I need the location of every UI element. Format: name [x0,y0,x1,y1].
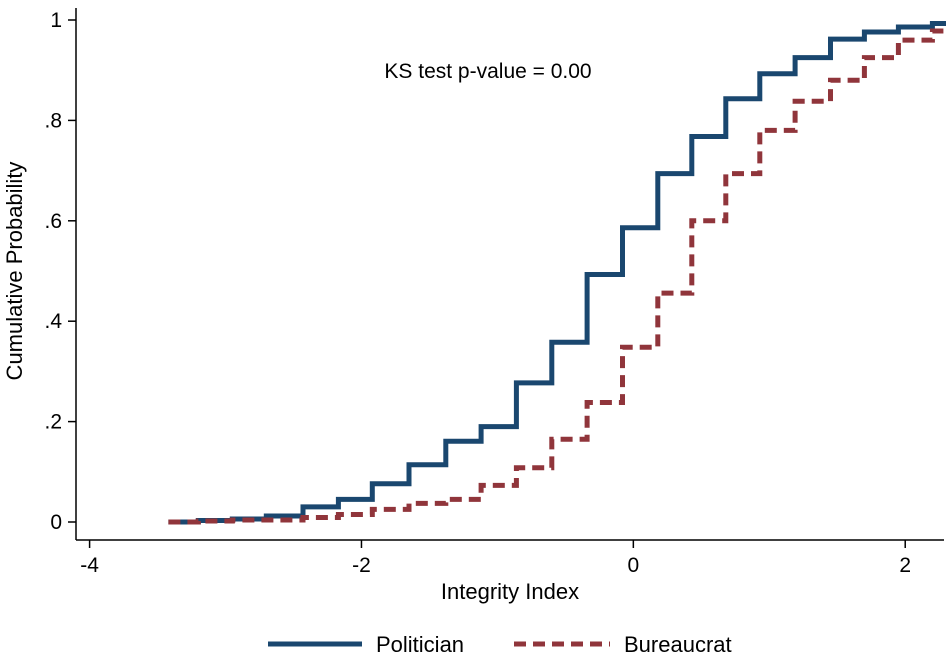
y-tick-label: .6 [44,210,62,233]
series-layer [168,21,946,525]
x-tick-label: 2 [899,554,911,577]
legend-label-bureaucrat: Bureaucrat [624,632,732,657]
x-tick-label: -2 [352,554,371,577]
y-axis-label: Cumulative Probability [2,162,27,381]
x-tick-label: 0 [628,554,640,577]
y-tick-label: 1 [50,9,62,32]
x-axis-label: Integrity Index [441,579,579,604]
legend-label-politician: Politician [376,632,464,657]
y-tick-label: .2 [44,411,62,434]
ks-test-annotation: KS test p-value = 0.00 [384,60,591,83]
series-line-politician [168,21,946,525]
y-tick-label: 0 [50,511,62,534]
y-tick-label: .8 [44,109,62,132]
y-tick-label: .4 [44,310,62,333]
series-line-bureaucrat [168,28,946,525]
y-ticks: 0 .2 .4 .6 .8 1 [44,9,76,534]
x-ticks: -4 -2 0 2 [80,540,911,577]
x-tick-label: -4 [80,554,99,577]
legend: Politician Bureaucrat [268,632,732,657]
